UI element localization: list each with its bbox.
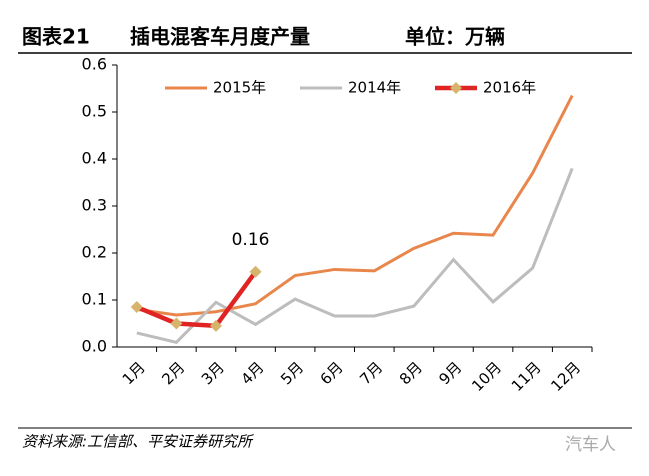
y-tick-label: 0.5 bbox=[82, 102, 107, 121]
x-tick-label: 4月 bbox=[237, 358, 267, 388]
x-tick-label: 7月 bbox=[356, 358, 386, 388]
series-line bbox=[135, 270, 258, 329]
x-tick-label: 1月 bbox=[119, 358, 149, 388]
series-line bbox=[136, 94, 574, 317]
y-tick-label: 0.0 bbox=[82, 337, 107, 356]
x-tick-label: 3月 bbox=[198, 358, 228, 388]
y-tick-label: 0.6 bbox=[82, 55, 107, 74]
x-tick-label: 11月 bbox=[508, 358, 545, 395]
source: 资料来源:工信部、平安证券研究所 bbox=[22, 433, 254, 451]
figure-number: 图表21 bbox=[22, 25, 90, 49]
annotation: 0.16 bbox=[232, 230, 270, 250]
legend-label: 2015年 bbox=[213, 79, 266, 97]
marker bbox=[249, 265, 262, 278]
watermark: 汽车人 bbox=[565, 435, 616, 455]
marker bbox=[170, 317, 183, 330]
y-tick-label: 0.2 bbox=[82, 243, 107, 262]
marker bbox=[130, 301, 143, 314]
x-tick-label: 8月 bbox=[396, 358, 426, 388]
x-tick-label: 6月 bbox=[317, 358, 347, 388]
x-tick-label: 2月 bbox=[158, 358, 188, 388]
y-tick-label: 0.1 bbox=[82, 290, 107, 309]
chart-title: 插电混客车月度产量 bbox=[130, 25, 310, 49]
unit-label: 单位：万辆 bbox=[405, 25, 505, 49]
x-tick-label: 10月 bbox=[468, 358, 505, 395]
x-tick-label: 12月 bbox=[547, 358, 584, 395]
legend-label: 2014年 bbox=[348, 79, 401, 97]
legend-marker bbox=[450, 82, 462, 94]
x-tick-label: 9月 bbox=[435, 358, 465, 388]
x-tick-label: 5月 bbox=[277, 358, 307, 388]
y-tick-label: 0.3 bbox=[82, 196, 107, 215]
y-tick-label: 0.4 bbox=[82, 149, 107, 168]
legend-label: 2016年 bbox=[483, 79, 536, 97]
series-line bbox=[136, 167, 574, 344]
marker bbox=[209, 319, 222, 332]
